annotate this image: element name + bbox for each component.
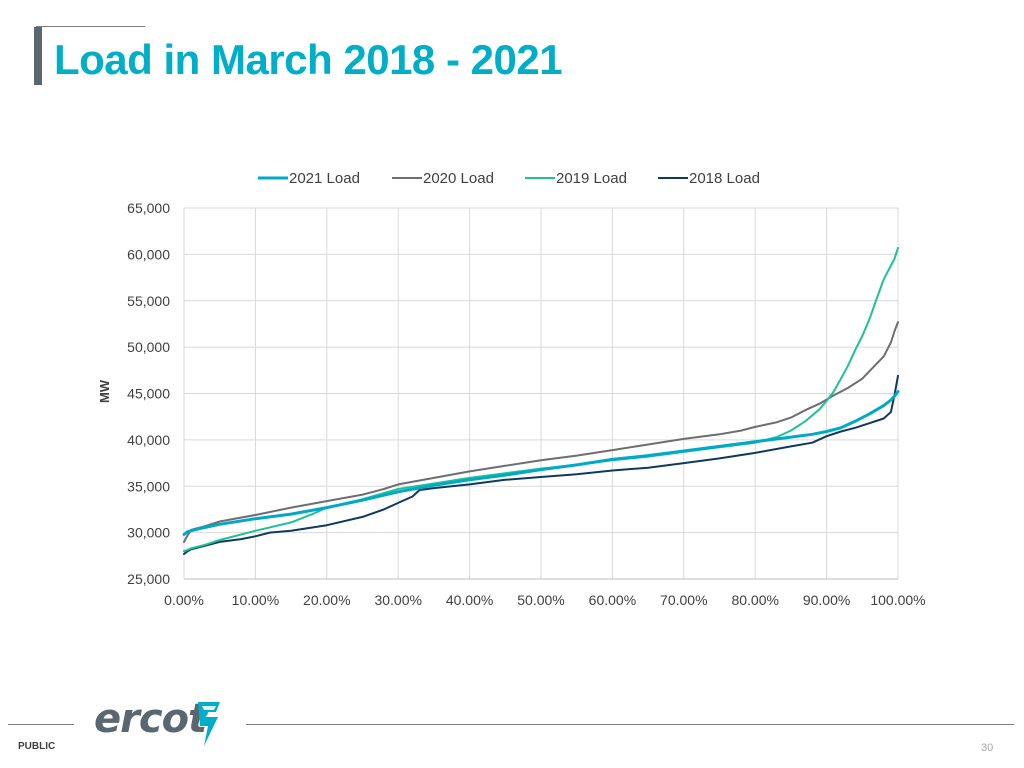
axis-layer: 25,000 30,000 35,000 40,000 45,000 50,000 55,0…: [97, 200, 926, 608]
y-tick-label: 25,000: [127, 571, 170, 587]
footer-rule-left: [8, 724, 74, 725]
legend-item: 2021 Load: [258, 170, 360, 187]
legend-item: 2020 Load: [392, 170, 494, 187]
footer-rule-right: [246, 724, 1014, 725]
series-line-2021-load: [182, 390, 900, 536]
load-duration-chart: 25,000 30,000 35,000 40,000 45,000 50,000 55,0…: [0, 150, 1024, 620]
x-tick-label: 70.00%: [660, 592, 707, 608]
title-accent-bar: [34, 27, 42, 85]
y-tick-label: 40,000: [127, 432, 170, 448]
x-tick-label: 80.00%: [731, 592, 778, 608]
y-axis-title: MW: [97, 379, 112, 403]
classification-label: PUBLIC: [18, 741, 56, 752]
y-tick-label: 60,000: [127, 246, 170, 262]
legend-label: 2020 Load: [423, 170, 494, 187]
bolt-mark-icon: [198, 702, 220, 746]
x-tick-label: 90.00%: [803, 592, 850, 608]
page-title: Load in March 2018 - 2021: [54, 36, 563, 83]
grid-layer: [183, 207, 899, 580]
y-tick-label: 30,000: [127, 525, 170, 541]
x-tick-label: 40.00%: [446, 592, 493, 608]
legend-label: 2019 Load: [556, 170, 627, 187]
y-tick-label: 35,000: [127, 478, 170, 494]
y-tick-label: 45,000: [127, 386, 170, 402]
chart-svg: 25,000 30,000 35,000 40,000 45,000 50,000 55,0…: [97, 170, 926, 608]
legend-item: 2018 Load: [658, 170, 760, 187]
ercot-logo: ercot: [94, 696, 234, 752]
x-tick-label: 30.00%: [374, 592, 421, 608]
series-line-2020-load: [183, 321, 899, 543]
x-tick-label: 20.00%: [303, 592, 350, 608]
x-tick-label: 50.00%: [517, 592, 564, 608]
y-tick-label: 55,000: [127, 293, 170, 309]
x-tick-label: 60.00%: [589, 592, 636, 608]
title-top-rule: [36, 26, 145, 27]
x-tick-label: 10.00%: [232, 592, 279, 608]
x-tick-label: 100.00%: [870, 592, 925, 608]
legend-label: 2021 Load: [289, 170, 360, 187]
legend: 2021 Load 2020 Load 2019 Load 2018 Load: [258, 170, 760, 187]
logo-wordmark: ercot: [94, 696, 207, 742]
legend-label: 2018 Load: [689, 170, 760, 187]
series-line-2018-load: [183, 374, 899, 555]
legend-item: 2019 Load: [525, 170, 627, 187]
x-tick-label: 0.00%: [164, 592, 204, 608]
page-number: 30: [981, 742, 994, 754]
y-tick-label: 65,000: [127, 200, 170, 216]
y-tick-label: 50,000: [127, 339, 170, 355]
series-layer: [182, 246, 900, 555]
